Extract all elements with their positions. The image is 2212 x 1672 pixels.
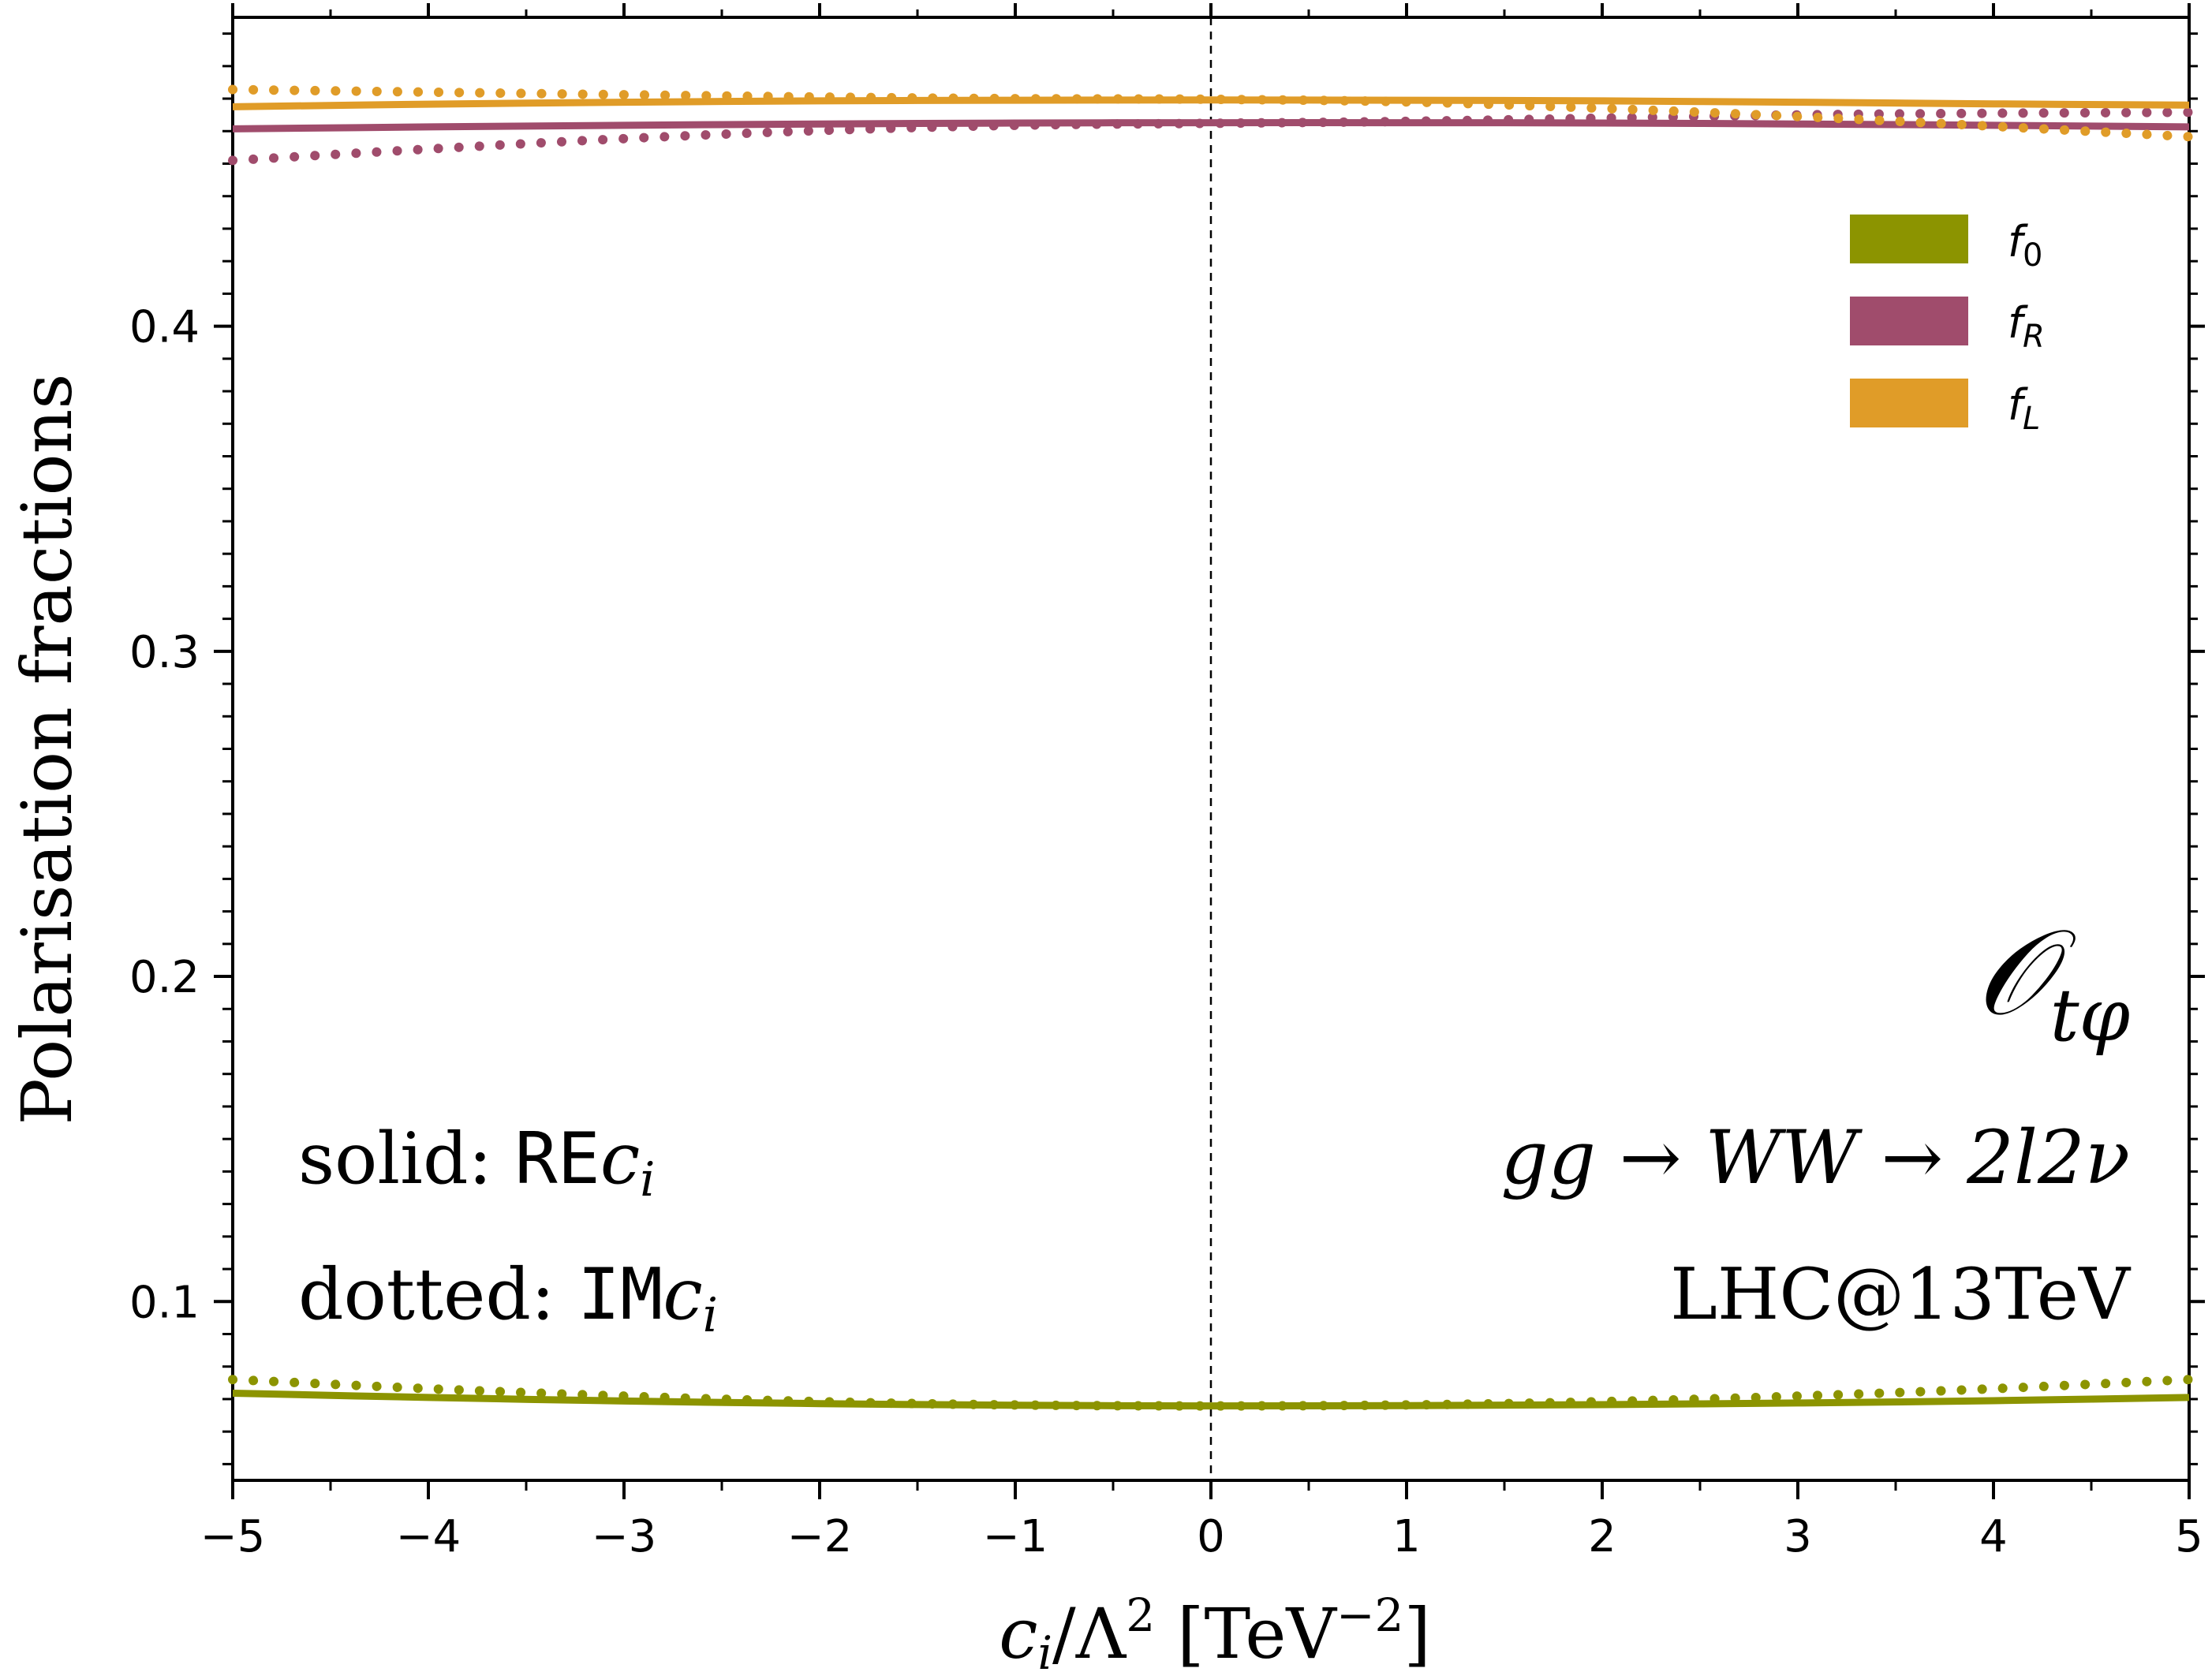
x-tick-label: 5 — [2175, 1511, 2203, 1562]
x-tick-label: −1 — [983, 1511, 1048, 1562]
series-f0-solid — [232, 1390, 2190, 1410]
x-tick-label: 1 — [1392, 1511, 1421, 1562]
dotted-annotation: dotted: IMci — [298, 1253, 718, 1343]
x-tick-label: 3 — [1784, 1511, 1812, 1562]
process-annotation: gg → WW → 2l2ν — [1501, 1115, 2130, 1201]
x-tick-label: −5 — [200, 1511, 266, 1562]
y-axis-label: Polarisation fractions — [6, 374, 88, 1125]
legend: f0 fR fL — [1850, 215, 2045, 437]
x-axis-label: ci/Λ2 [TeV−2] — [999, 1588, 1431, 1672]
series-fR-dotted — [228, 107, 2194, 166]
series-lines — [228, 84, 2194, 1411]
x-tick-label: −3 — [592, 1511, 657, 1562]
y-tick-label: 0.2 — [129, 952, 200, 1003]
collider-annotation: LHC@13TeV — [1670, 1253, 2132, 1336]
series-fR-solid — [232, 119, 2190, 132]
y-tick-label: 0.4 — [129, 302, 200, 353]
axis-ticks: −5 −4 −3 −2 −1 0 1 2 3 4 5 0.1 0.2 0.3 0.4 — [129, 3, 2205, 1562]
y-tick-label: 0.3 — [129, 627, 200, 678]
legend-swatch-fR — [1850, 297, 1968, 345]
legend-swatch-f0 — [1850, 215, 1968, 263]
legend-label-fR: fR — [2008, 298, 2045, 355]
y-tick-label: 0.1 — [129, 1277, 200, 1328]
x-tick-label: 2 — [1588, 1511, 1616, 1562]
series-f0-dotted — [228, 1375, 2194, 1411]
legend-swatch-fL — [1850, 379, 1968, 427]
x-tick-label: 0 — [1197, 1511, 1225, 1562]
x-tick-label: −2 — [787, 1511, 853, 1562]
series-fL-solid — [232, 96, 2190, 110]
series-fL-dotted — [228, 84, 2194, 142]
solid-annotation: solid: REci — [298, 1118, 655, 1207]
legend-label-fL: fL — [2008, 380, 2040, 437]
x-tick-label: −4 — [396, 1511, 461, 1562]
legend-label-f0: f0 — [2008, 217, 2042, 274]
x-tick-label: 4 — [1979, 1511, 2008, 1562]
operator-annotation: 𝒪tφ — [1975, 905, 2130, 1058]
